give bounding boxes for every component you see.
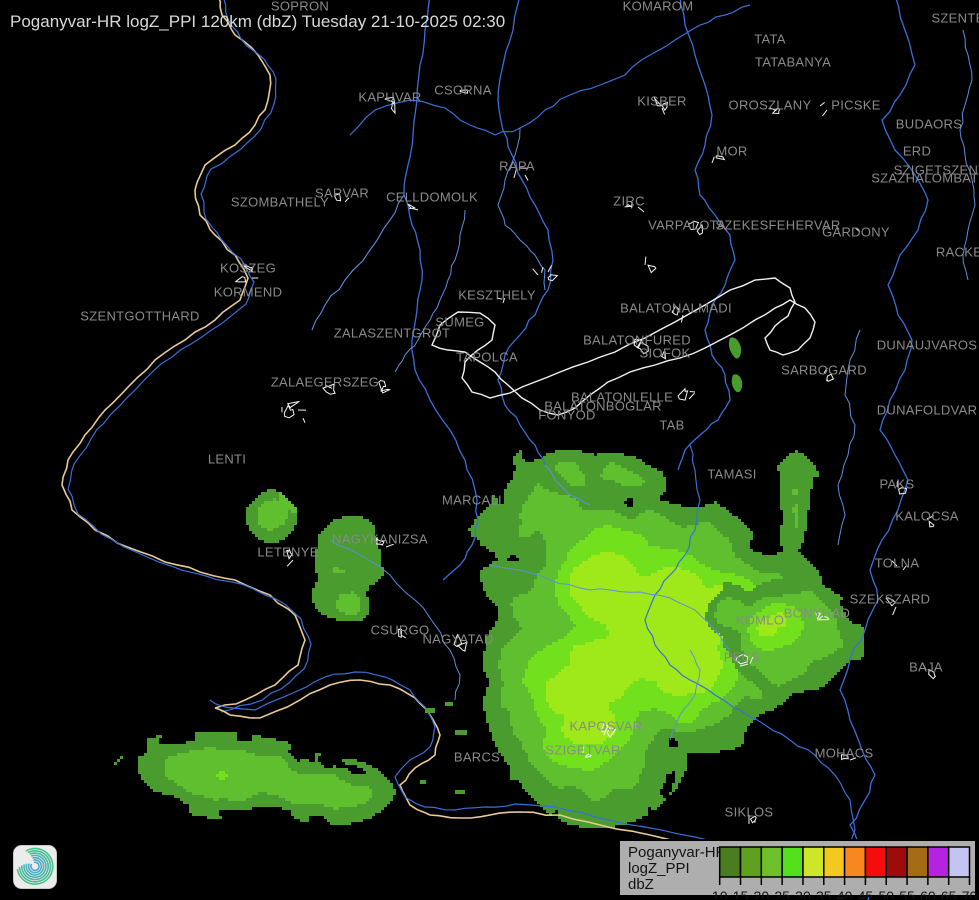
svg-text:60: 60 bbox=[920, 888, 936, 899]
svg-text:10: 10 bbox=[712, 888, 728, 899]
svg-text:45: 45 bbox=[858, 888, 874, 899]
svg-text:55: 55 bbox=[899, 888, 915, 899]
svg-text:25: 25 bbox=[774, 888, 790, 899]
svg-text:30: 30 bbox=[795, 888, 811, 899]
svg-text:50: 50 bbox=[878, 888, 894, 899]
svg-text:40: 40 bbox=[837, 888, 853, 899]
svg-text:70: 70 bbox=[962, 888, 978, 899]
svg-text:20: 20 bbox=[754, 888, 770, 899]
svg-text:35: 35 bbox=[816, 888, 832, 899]
svg-text:15: 15 bbox=[733, 888, 749, 899]
svg-text:65: 65 bbox=[941, 888, 957, 899]
